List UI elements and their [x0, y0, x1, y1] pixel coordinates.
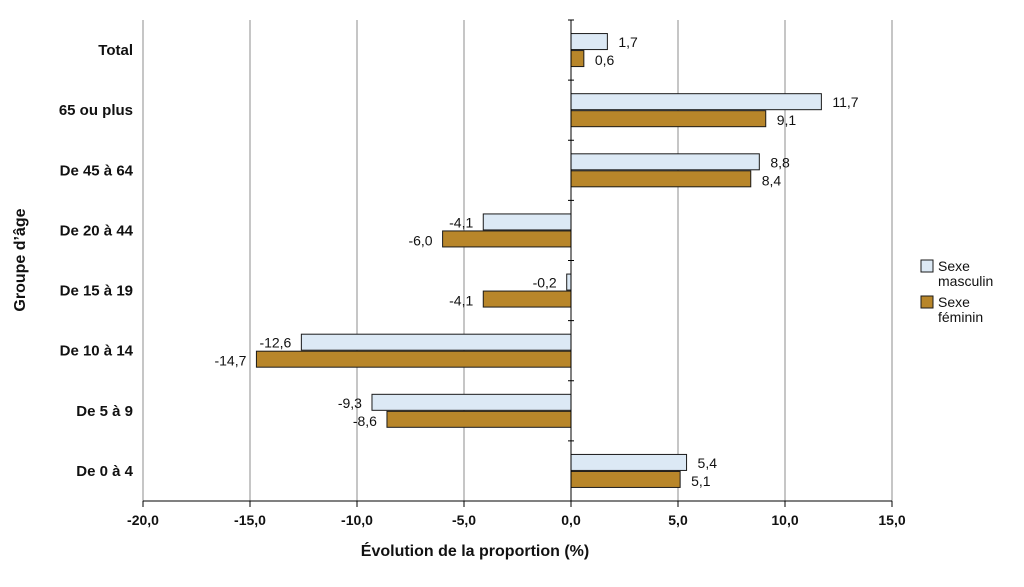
bar — [482, 213, 572, 231]
bar — [386, 410, 572, 428]
gridlines — [142, 20, 893, 501]
bar — [371, 393, 572, 411]
category-label: De 0 à 4 — [76, 463, 133, 480]
data-label: 5,4 — [698, 455, 718, 471]
legend-label: masculin — [938, 273, 993, 289]
bar — [255, 350, 572, 368]
data-label: -4,1 — [449, 214, 473, 230]
axes: -20,0 -15,0 -10,0 -5,0 0,0 5,0 10,0 15,0 — [127, 19, 906, 528]
data-label: 11,7 — [832, 94, 858, 110]
bar — [570, 110, 767, 128]
bar — [570, 170, 752, 188]
data-label: 5,1 — [691, 473, 711, 489]
x-tick-label: -5,0 — [452, 512, 476, 528]
data-label: 0,6 — [595, 52, 615, 68]
category-label: De 10 à 14 — [60, 343, 134, 360]
bar — [570, 153, 760, 171]
bar — [300, 333, 572, 351]
data-label: -6,0 — [408, 232, 432, 248]
legend-label: féminin — [938, 309, 983, 325]
legend-label: Sexe — [938, 294, 970, 310]
data-label: -0,2 — [533, 275, 557, 291]
x-tick-label: 0,0 — [561, 512, 581, 528]
category-label: 65 ou plus — [59, 102, 133, 119]
x-axis-title: Évolution de la proportion (%) — [361, 541, 589, 560]
x-tick-label: 10,0 — [771, 512, 798, 528]
data-label: -4,1 — [449, 293, 473, 309]
bar — [570, 93, 822, 111]
bar — [570, 453, 688, 471]
x-tick-label: 15,0 — [878, 512, 905, 528]
x-tick-label: -15,0 — [234, 512, 266, 528]
data-label: -9,3 — [338, 395, 362, 411]
data-label: -14,7 — [214, 353, 246, 369]
data-label: 8,8 — [770, 154, 790, 170]
data-label: 8,4 — [762, 172, 782, 188]
x-tick-label: 5,0 — [668, 512, 688, 528]
legend-swatch — [920, 295, 934, 309]
data-label: -12,6 — [259, 335, 291, 351]
category-label: De 5 à 9 — [76, 403, 133, 420]
labels: Total 65 ou plus De 45 à 64 De 20 à 44 De 15… — [59, 34, 859, 489]
bars — [255, 33, 822, 488]
category-label: De 15 à 19 — [60, 283, 133, 300]
legend-swatch — [920, 259, 934, 273]
x-tick-label: -10,0 — [341, 512, 373, 528]
legend-label: Sexe — [938, 258, 970, 274]
category-label: De 20 à 44 — [60, 222, 134, 239]
bar — [566, 273, 572, 291]
bar — [570, 470, 681, 488]
data-label: 1,7 — [618, 34, 638, 50]
y-axis-title: Groupe d’âge — [12, 208, 29, 311]
bar — [482, 290, 572, 308]
bar — [570, 50, 585, 68]
category-label: Total — [98, 42, 133, 59]
category-label: De 45 à 64 — [60, 162, 134, 179]
x-tick-label: -20,0 — [127, 512, 159, 528]
data-label: -8,6 — [353, 413, 377, 429]
bar — [442, 230, 572, 248]
data-label: 9,1 — [777, 112, 797, 128]
bar — [570, 33, 608, 51]
